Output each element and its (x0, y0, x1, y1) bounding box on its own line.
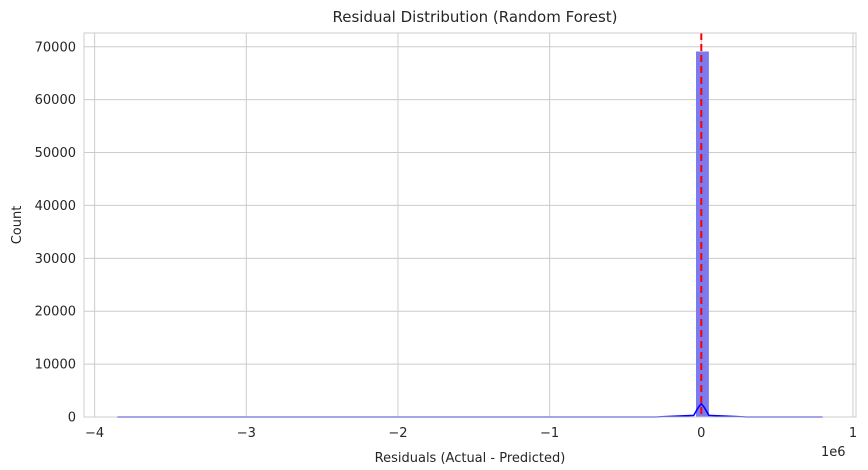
x-axis-offset-label: 1e6 (821, 445, 846, 460)
histogram-bar (695, 51, 709, 418)
kde-curve (117, 402, 823, 418)
y-tick-label: 60000 (35, 93, 76, 108)
kde-curve-layer (117, 402, 823, 418)
y-tick-label: 70000 (35, 40, 76, 55)
y-tick-label: 30000 (35, 252, 76, 267)
y-tick-label: 0 (68, 411, 76, 426)
x-tick-label: 0 (697, 426, 705, 441)
x-tick-label: −1 (540, 426, 559, 441)
y-tick-label: 50000 (35, 146, 76, 161)
y-axis-label: Count (10, 206, 25, 245)
y-tick-label: 40000 (35, 199, 76, 214)
x-tick-labels: −4 −3 −2 −1 0 1 (85, 426, 857, 441)
grid-lines (84, 33, 856, 418)
x-tick-label: 1 (849, 426, 857, 441)
y-tick-labels: 0 10000 20000 30000 40000 50000 60000 70000 (35, 40, 76, 425)
plot-frame (83, 32, 857, 418)
x-axis-label: Residuals (Actual - Predicted) (375, 451, 566, 466)
x-tick-label: −3 (237, 426, 256, 441)
x-tick-label: −4 (85, 426, 104, 441)
y-tick-label: 20000 (35, 305, 76, 320)
axes-frame (83, 32, 857, 418)
x-tick-label: −2 (388, 426, 407, 441)
histogram-bars (695, 51, 709, 418)
y-tick-label: 10000 (35, 358, 76, 373)
chart-title: Residual Distribution (Random Forest) (333, 8, 618, 26)
